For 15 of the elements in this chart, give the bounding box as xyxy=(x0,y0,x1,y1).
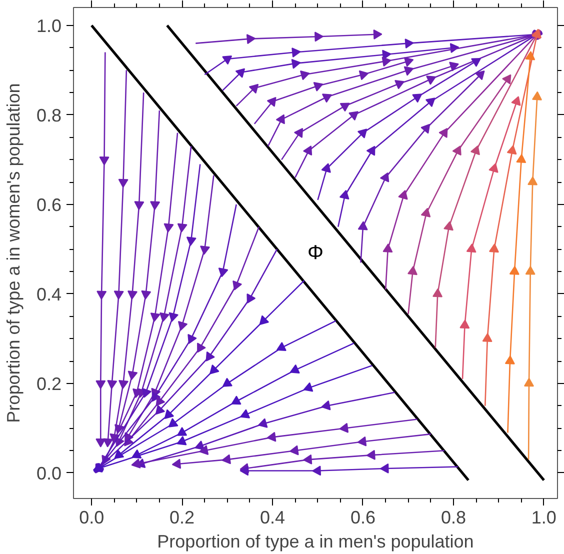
x-tick-label: 0.2 xyxy=(170,508,195,528)
x-tick-label: 0.4 xyxy=(260,508,286,528)
y-tick-label: 0.2 xyxy=(36,374,62,394)
x-tick-label: 0.8 xyxy=(440,508,466,528)
y-tick-label: 0.4 xyxy=(36,284,62,304)
y-tick-label: 0.6 xyxy=(36,194,62,215)
x-tick-label: 0.6 xyxy=(350,508,376,528)
x-axis-title: Proportion of type a in men's population xyxy=(157,532,474,552)
y-tick-label: 1.0 xyxy=(36,16,62,36)
x-tick-label: 1.0 xyxy=(531,508,556,528)
y-tick-label: 0.8 xyxy=(36,105,62,126)
annotation: Φ xyxy=(308,242,324,264)
x-tick-label: 0.0 xyxy=(79,508,104,528)
y-axis-title: Proportion of type a in women's population xyxy=(3,83,24,423)
y-tick-label: 0.0 xyxy=(36,463,62,484)
